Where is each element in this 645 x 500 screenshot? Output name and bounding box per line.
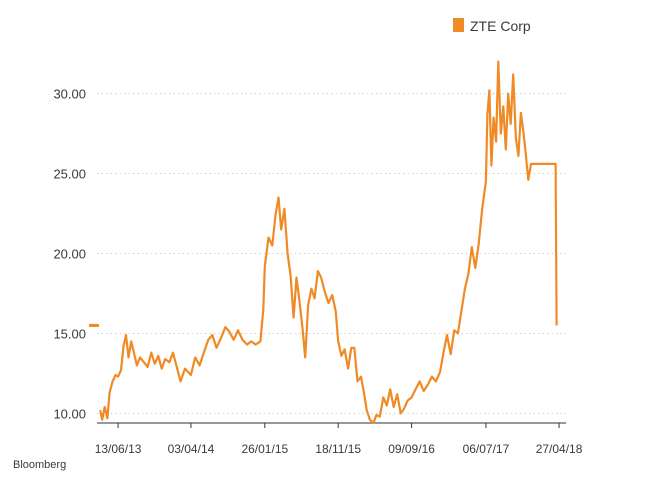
x-tick-label: 03/04/14 <box>168 442 215 456</box>
y-gridlines <box>97 93 566 414</box>
series-line-zte-corp <box>99 60 558 425</box>
x-axis-tick-marks <box>117 423 560 428</box>
x-tick-label: 13/06/13 <box>95 442 142 456</box>
x-tick-label: 09/09/16 <box>388 442 435 456</box>
y-tick-label: 30.00 <box>53 87 86 102</box>
x-tick-label: 18/11/15 <box>315 442 361 456</box>
x-tick-label: 26/01/15 <box>241 442 288 456</box>
x-axis-tick-labels: 13/06/13 03/04/14 26/01/15 18/11/15 09/09/16… <box>95 442 583 456</box>
legend-swatch-zte-corp <box>453 18 464 32</box>
y-tick-label: 25.00 <box>53 167 86 182</box>
legend-label-zte-corp: ZTE Corp <box>470 18 531 34</box>
x-tick-label: 06/07/17 <box>463 442 510 456</box>
y-tick-label: 15.00 <box>53 326 86 341</box>
source-label: Bloomberg <box>13 459 67 471</box>
y-tick-label: 20.00 <box>53 246 86 261</box>
current-value-marker <box>89 323 99 327</box>
legend: ZTE Corp <box>453 18 531 34</box>
x-tick-label: 27/04/18 <box>536 442 583 456</box>
y-axis-tick-labels: 10.00 15.00 20.00 25.00 30.00 <box>53 87 86 422</box>
y-tick-label: 10.00 <box>53 406 86 421</box>
